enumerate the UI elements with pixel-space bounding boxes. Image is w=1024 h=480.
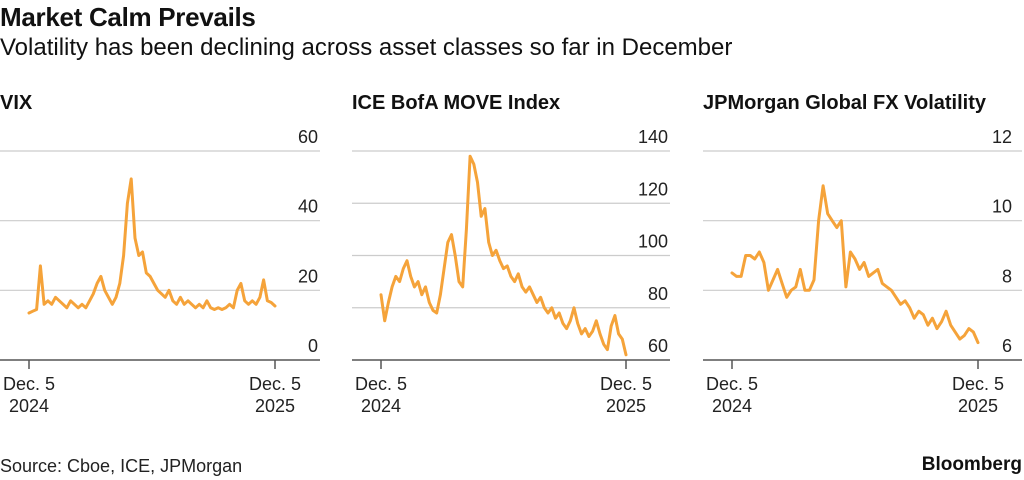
y-tick-label: 0 xyxy=(308,336,318,356)
y-tick-label: 140 xyxy=(638,127,668,147)
y-tick-label: 40 xyxy=(298,197,318,217)
y-tick-label: 8 xyxy=(1002,266,1012,286)
x-tick-label: Dec. 5 xyxy=(3,374,55,394)
x-tick-label: 2024 xyxy=(361,396,401,416)
series-line xyxy=(730,184,980,345)
x-tick-label: 2025 xyxy=(606,396,646,416)
chart-title: Market Calm Prevails xyxy=(0,2,256,32)
y-tick-label: 100 xyxy=(638,232,668,252)
y-tick-label: 20 xyxy=(298,266,318,286)
panel-title-vix: VIX xyxy=(0,92,33,114)
y-tick-label: 80 xyxy=(648,284,668,304)
x-tick-label: 2024 xyxy=(712,396,752,416)
x-tick-label: Dec. 5 xyxy=(600,374,652,394)
chart-subtitle: Volatility has been declining across ass… xyxy=(0,34,733,61)
panel-title-fx: JPMorgan Global FX Volatility xyxy=(703,92,986,114)
series-line xyxy=(379,154,628,357)
x-tick-label: Dec. 5 xyxy=(952,374,1004,394)
series-line xyxy=(27,177,277,315)
panel-title-move: ICE BofA MOVE Index xyxy=(352,92,561,114)
source-note: Source: Cboe, ICE, JPMorgan xyxy=(0,456,243,476)
x-tick-label: 2025 xyxy=(255,396,295,416)
y-tick-label: 6 xyxy=(1002,336,1012,356)
y-tick-label: 120 xyxy=(638,179,668,199)
x-tick-label: Dec. 5 xyxy=(706,374,758,394)
x-tick-label: Dec. 5 xyxy=(249,374,301,394)
y-tick-label: 60 xyxy=(298,127,318,147)
y-tick-label: 12 xyxy=(992,127,1012,147)
bloomberg-logo: Bloomberg xyxy=(921,454,1022,475)
x-tick-label: 2025 xyxy=(958,396,998,416)
y-tick-label: 60 xyxy=(648,336,668,356)
y-tick-label: 10 xyxy=(992,197,1012,217)
x-tick-label: Dec. 5 xyxy=(355,374,407,394)
x-tick-label: 2024 xyxy=(9,396,49,416)
